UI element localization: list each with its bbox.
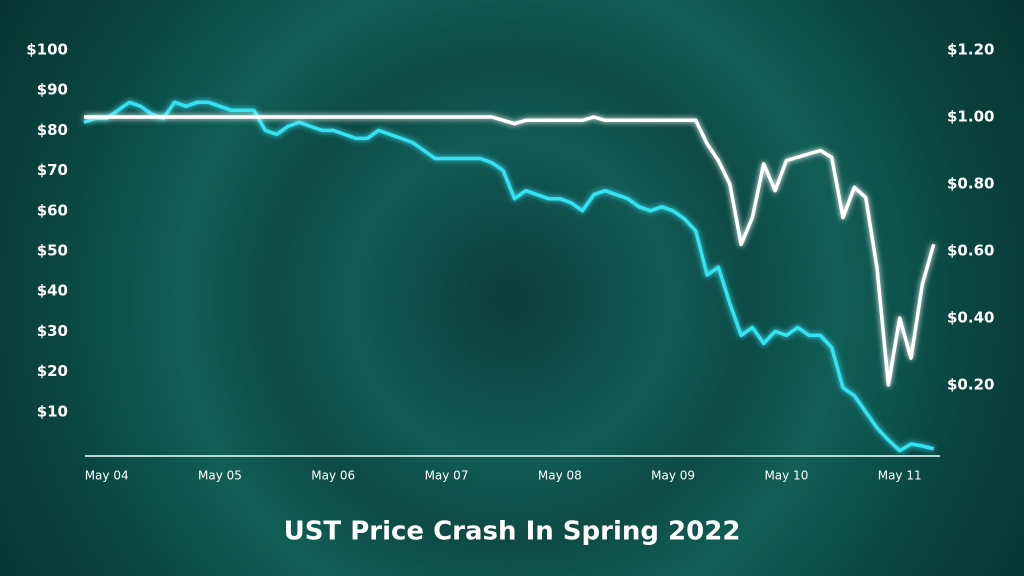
x-tick-label: May 10 — [764, 469, 808, 483]
chart-title: UST Price Crash In Spring 2022 — [284, 517, 741, 547]
x-tick-label: May 09 — [651, 469, 695, 483]
y-tick-label: $20 — [37, 362, 68, 380]
y-tick-label: $30 — [37, 322, 68, 340]
y2-tick-label: $0.80 — [947, 175, 994, 193]
x-tick-label: May 04 — [85, 469, 129, 483]
series-line — [83, 100, 935, 453]
x-tick-label: May 08 — [538, 469, 582, 483]
y2-tick-label: $0.60 — [947, 242, 994, 260]
y2-tick-label: $1.20 — [947, 41, 994, 59]
y-tick-label: $80 — [37, 121, 68, 139]
x-tick-label: May 05 — [198, 469, 242, 483]
y2-tick-label: $0.20 — [947, 376, 994, 394]
series-line — [84, 115, 936, 387]
y2-tick-label: $1.00 — [947, 108, 994, 126]
y-tick-label: $60 — [37, 201, 68, 219]
x-tick-label: May 11 — [878, 469, 922, 483]
x-tick-label: May 06 — [311, 469, 355, 483]
y-tick-label: $40 — [37, 282, 68, 300]
y-tick-label: $50 — [37, 242, 68, 260]
y-tick-label: $10 — [37, 402, 68, 420]
y-tick-label: $90 — [37, 81, 68, 99]
y-tick-label: $70 — [37, 161, 68, 179]
y2-tick-label: $0.40 — [947, 309, 994, 327]
y-tick-label: $100 — [26, 41, 68, 59]
x-tick-label: May 07 — [425, 469, 469, 483]
